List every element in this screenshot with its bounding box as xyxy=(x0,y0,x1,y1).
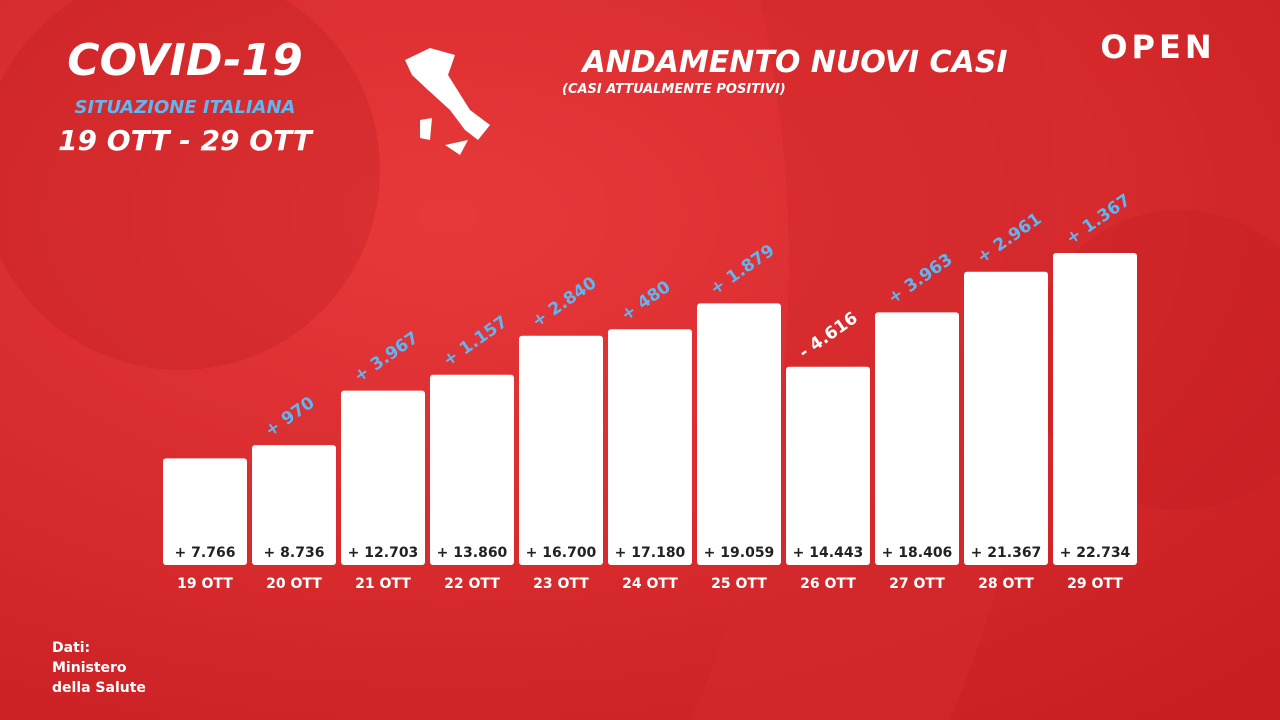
bar xyxy=(1053,253,1137,565)
title: COVID-19 xyxy=(67,35,302,86)
source: Dati: xyxy=(52,640,90,656)
x-tick-label: 20 OTT xyxy=(266,576,322,592)
value-label: + 18.406 xyxy=(882,545,953,561)
x-tick-label: 26 OTT xyxy=(800,576,856,592)
italy-map xyxy=(405,48,490,155)
bar xyxy=(608,329,692,565)
bar xyxy=(875,312,959,565)
value-label: + 8.736 xyxy=(264,545,325,561)
x-tick-label: 27 OTT xyxy=(889,576,945,592)
source: della Salute xyxy=(52,680,146,696)
bar xyxy=(341,390,425,565)
x-tick-label: 22 OTT xyxy=(444,576,500,592)
value-label: + 17.180 xyxy=(615,545,686,561)
x-tick-label: 19 OTT xyxy=(177,576,233,592)
value-label: + 22.734 xyxy=(1060,545,1131,561)
value-label: + 21.367 xyxy=(971,545,1042,561)
period: 19 OTT - 29 OTT xyxy=(58,124,314,157)
chart-title: ANDAMENTO NUOVI CASI xyxy=(580,45,1007,80)
x-tick-label: 25 OTT xyxy=(711,576,767,592)
x-tick-label: 28 OTT xyxy=(978,576,1034,592)
value-label: + 7.766 xyxy=(175,545,236,561)
bar xyxy=(252,445,336,565)
source: Ministero xyxy=(52,660,127,676)
subtitle: SITUAZIONE ITALIANA xyxy=(75,97,296,118)
bar xyxy=(519,335,603,565)
x-tick-label: 21 OTT xyxy=(355,576,411,592)
background-shape xyxy=(0,0,380,370)
bar xyxy=(163,458,247,565)
value-label: + 14.443 xyxy=(793,545,864,561)
value-label: + 16.700 xyxy=(526,545,597,561)
x-tick-label: 24 OTT xyxy=(622,576,678,592)
brand: OPEN xyxy=(1100,28,1215,66)
bar xyxy=(964,271,1048,565)
x-tick-label: 29 OTT xyxy=(1067,576,1123,592)
value-label: + 12.703 xyxy=(348,545,419,561)
x-tick-label: 23 OTT xyxy=(533,576,589,592)
value-label: + 19.059 xyxy=(704,545,775,561)
chart-subtitle: (CASI ATTUALMENTE POSITIVI) xyxy=(562,82,786,97)
bar xyxy=(430,374,514,565)
bar xyxy=(786,366,870,565)
value-label: + 13.860 xyxy=(437,545,508,561)
bar xyxy=(697,303,781,565)
